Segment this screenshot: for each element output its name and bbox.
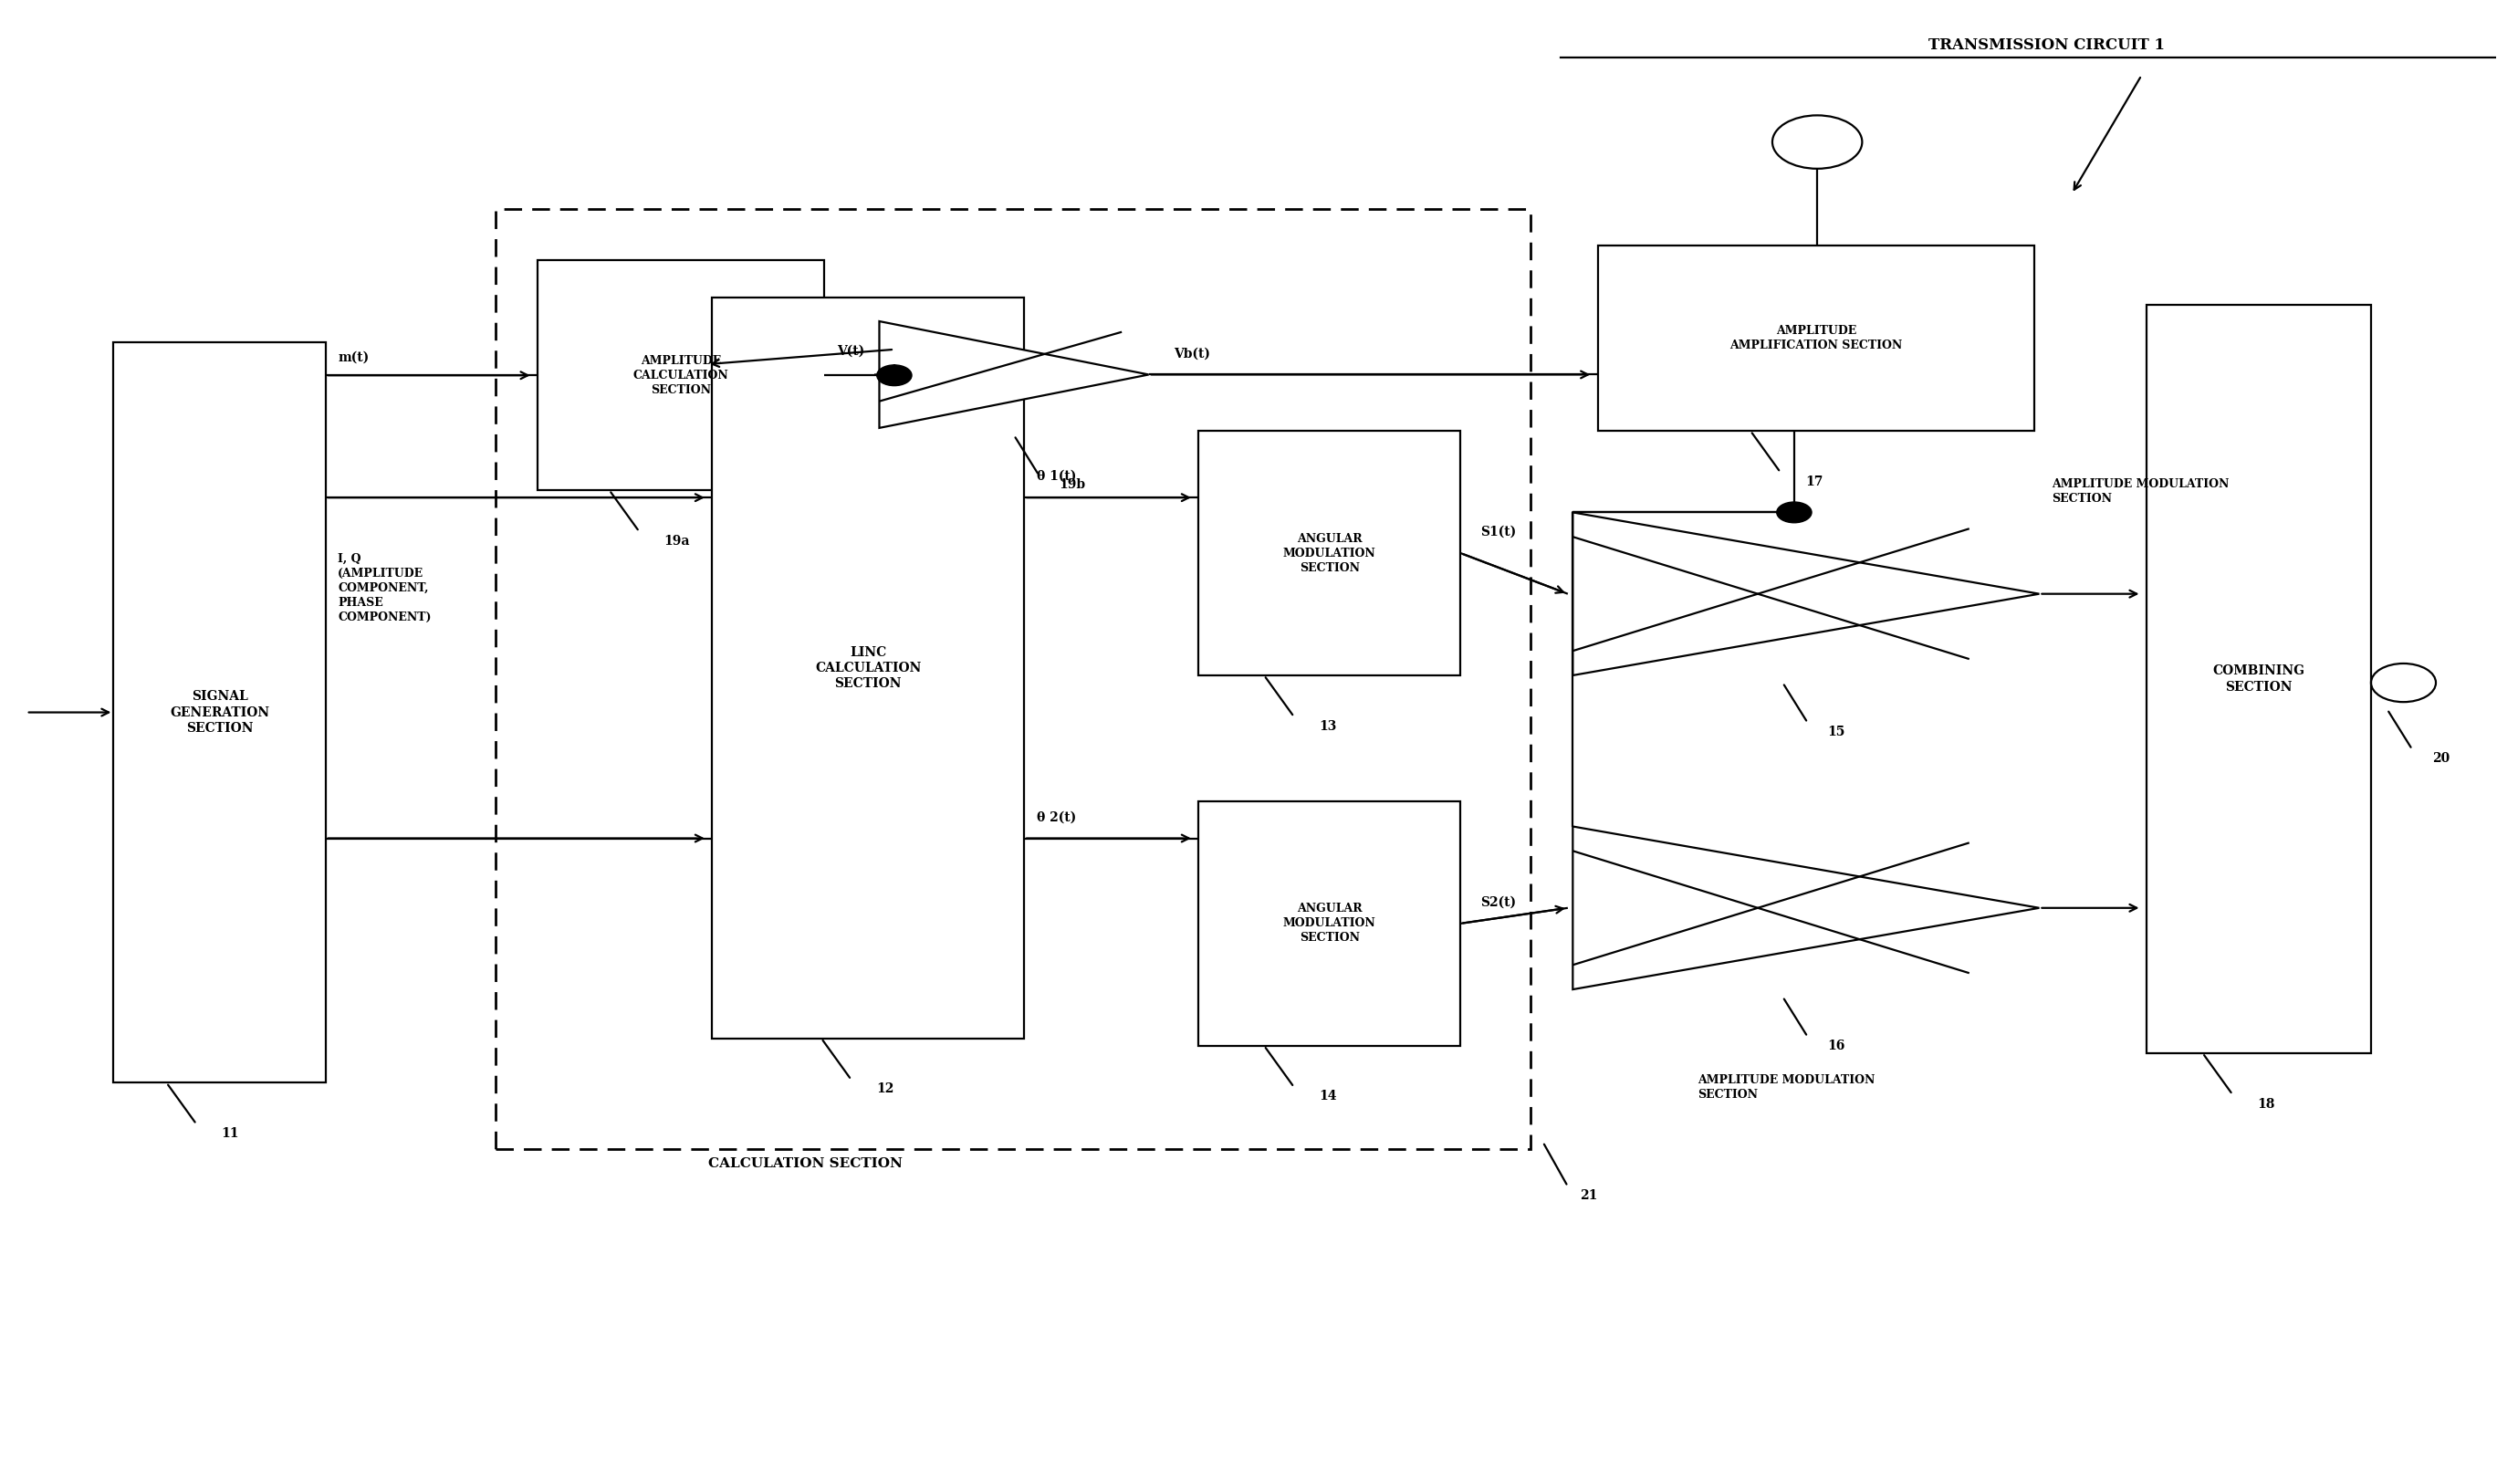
Text: COMBINING
SECTION: COMBINING SECTION bbox=[2212, 665, 2305, 693]
Circle shape bbox=[1778, 502, 1813, 522]
Bar bbox=[1199, 430, 1461, 675]
Text: ANGULAR
MODULATION
SECTION: ANGULAR MODULATION SECTION bbox=[1283, 902, 1376, 944]
Text: 21: 21 bbox=[1581, 1189, 1598, 1202]
Text: SIGNAL
GENERATION
SECTION: SIGNAL GENERATION SECTION bbox=[170, 690, 270, 735]
Text: m(t): m(t) bbox=[337, 350, 370, 364]
Text: AMPLITUDE MODULATION
SECTION: AMPLITUDE MODULATION SECTION bbox=[2053, 478, 2230, 505]
Text: S2(t): S2(t) bbox=[1481, 896, 1516, 908]
Text: V(t): V(t) bbox=[836, 344, 864, 358]
Text: I, Q
(AMPLITUDE
COMPONENT,
PHASE
COMPONENT): I, Q (AMPLITUDE COMPONENT, PHASE COMPONE… bbox=[337, 554, 432, 623]
Circle shape bbox=[876, 365, 911, 386]
Bar bbox=[2147, 306, 2372, 1054]
Text: LINC
CALCULATION
SECTION: LINC CALCULATION SECTION bbox=[814, 646, 921, 690]
Text: 16: 16 bbox=[1828, 1040, 1845, 1052]
Text: ANGULAR
MODULATION
SECTION: ANGULAR MODULATION SECTION bbox=[1283, 533, 1376, 574]
Text: AMPLITUDE
CALCULATION
SECTION: AMPLITUDE CALCULATION SECTION bbox=[634, 355, 729, 396]
Text: 17: 17 bbox=[1805, 475, 1823, 488]
Polygon shape bbox=[1573, 827, 2040, 990]
Text: 19a: 19a bbox=[664, 534, 689, 548]
Text: CALCULATION SECTION: CALCULATION SECTION bbox=[709, 1158, 904, 1169]
Bar bbox=[712, 298, 1024, 1039]
Bar bbox=[112, 341, 325, 1083]
Text: 15: 15 bbox=[1828, 726, 1845, 739]
Polygon shape bbox=[1573, 512, 2040, 675]
Text: θ 2(t): θ 2(t) bbox=[1036, 810, 1076, 824]
Text: Vb(t): Vb(t) bbox=[1174, 347, 1211, 359]
Text: 19b: 19b bbox=[1059, 478, 1086, 491]
Polygon shape bbox=[879, 321, 1149, 427]
Text: AMPLITUDE
AMPLIFICATION SECTION: AMPLITUDE AMPLIFICATION SECTION bbox=[1730, 325, 1903, 352]
Bar bbox=[537, 261, 824, 490]
Bar bbox=[494, 209, 1531, 1150]
Text: AMPLITUDE MODULATION
SECTION: AMPLITUDE MODULATION SECTION bbox=[1698, 1074, 1875, 1101]
Text: 12: 12 bbox=[876, 1083, 894, 1095]
Text: θ 1(t): θ 1(t) bbox=[1036, 470, 1076, 482]
Bar bbox=[1199, 801, 1461, 1046]
Text: 13: 13 bbox=[1318, 720, 1336, 733]
Text: 11: 11 bbox=[222, 1128, 240, 1140]
Text: S1(t): S1(t) bbox=[1481, 525, 1516, 539]
Bar bbox=[1598, 246, 2035, 430]
Text: TRANSMISSION CIRCUIT 1: TRANSMISSION CIRCUIT 1 bbox=[1928, 37, 2165, 53]
Text: 20: 20 bbox=[2432, 752, 2450, 766]
Text: 18: 18 bbox=[2257, 1098, 2275, 1110]
Text: 14: 14 bbox=[1318, 1091, 1336, 1103]
